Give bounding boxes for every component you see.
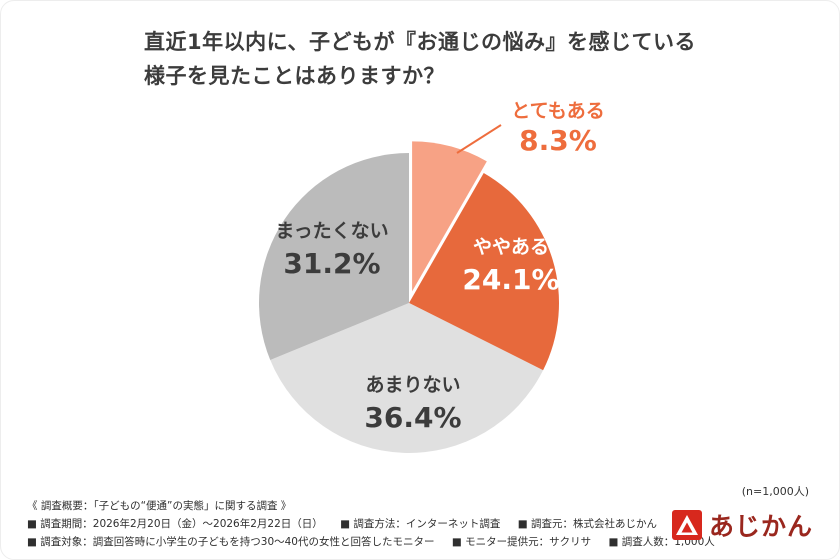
pie-label-name-1: ややある	[473, 236, 549, 258]
survey-monitor-provider: ■ モニター提供元：サクリサ	[451, 536, 592, 548]
pie-label-pct-1: 24.1%	[462, 263, 559, 296]
survey-details-line3: ■ 調査対象：調査回答時に小学生の子どもを持つ30〜40代の女性と回答したモニタ…	[27, 533, 715, 551]
leader-line	[456, 124, 502, 154]
chart-title-line2: 様子を見たことはありますか？	[144, 64, 445, 88]
pie-slice-3	[259, 153, 409, 360]
pie-slice-0	[412, 141, 487, 292]
pie-label-pct-0: 8.3%	[519, 124, 597, 157]
pie-label-pct-2: 36.4%	[364, 401, 461, 434]
survey-details-line2: ■ 調査期間：2026年2月20日（金）〜2026年2月22日（日） ■ 調査方…	[27, 515, 699, 533]
ajikan-logo-icon	[671, 510, 702, 540]
survey-source: ■ 調査元：株式会社あじかん	[517, 518, 658, 530]
survey-target: ■ 調査対象：調査回答時に小学生の子どもを持つ30〜40代の女性と回答したモニタ…	[27, 536, 435, 548]
ajikan-logo: あじかん	[671, 507, 813, 543]
chart-title: 直近1年以内に、子どもが『お通じの悩み』を感じている 様子を見たことはありますか…	[1, 25, 839, 93]
sample-size-note: (n=1,000人)	[741, 485, 809, 498]
chart-title-line1: 直近1年以内に、子どもが『お通じの悩み』を感じている	[144, 30, 696, 54]
pie-label-pct-3: 31.2%	[283, 247, 380, 280]
survey-details: 《 調査概要：「子どもの“便通”の実態」に関する調査 》 ■ 調査期間：2026…	[27, 497, 715, 551]
pie-slice-1	[409, 172, 559, 371]
pie-slice-2	[270, 303, 544, 454]
pie-label-name-0: とてもある	[511, 100, 604, 122]
ajikan-logo-text: あじかん	[708, 512, 813, 541]
pie-label-name-3: まったくない	[275, 220, 388, 242]
survey-method: ■ 調査方法：インターネット調査	[340, 518, 501, 530]
pie-label-name-2: あまりない	[365, 374, 460, 396]
survey-period: ■ 調査期間：2026年2月20日（金）〜2026年2月22日（日）	[27, 518, 323, 530]
survey-overview-line: 《 調査概要：「子どもの“便通”の実態」に関する調査 》	[27, 500, 292, 512]
